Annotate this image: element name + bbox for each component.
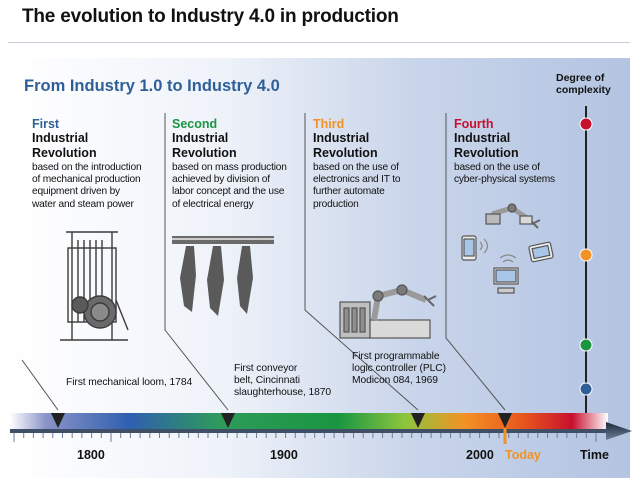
page-title: The evolution to Industry 4.0 in product… [22,6,399,27]
marker-1784 [51,413,65,428]
year-2000: 2000 [466,448,494,462]
cyber-physical-illustration [461,203,554,294]
time-axis-label: Time [580,448,609,462]
complexity-dot-third [579,248,593,262]
complexity-dot-first [579,382,593,396]
complexity-dot-fourth [579,117,593,131]
year-1900: 1900 [270,448,298,462]
timeline-ticks [13,433,597,442]
marker-today [498,413,512,428]
revolution-second: Second Industrial Revolution based on ma… [172,117,287,211]
complexity-dot-second [579,338,593,352]
today-label: Today [505,448,541,462]
revolution-third-title-line2: Revolution [313,146,378,160]
conveyor-illustration [172,236,274,316]
revolution-fourth: Fourth Industrial Revolution based on th… [454,117,555,186]
marker-1870 [221,413,235,428]
revolution-fourth-description: based on the use of cyber-physical syste… [454,162,555,186]
time-arrow [606,422,632,440]
pointer-line-2 [164,292,229,411]
loom-illustration [60,231,129,341]
revolution-third-ordinal: Third [313,117,345,131]
title-divider [8,42,630,43]
milestone-conveyor: First conveyor belt, Cincinnati slaughte… [234,363,332,398]
plc-robot-illustration [339,284,437,339]
revolution-second-title-line1: Industrial [172,131,229,145]
revolution-third: Third Industrial Revolution based on the… [313,117,401,211]
revolution-first-description: based on the introduction of mechanical … [32,162,142,210]
pointer-line-4 [445,292,506,411]
pointer-line-3 [304,292,419,411]
revolution-fourth-title-line1: Industrial [454,131,511,145]
revolution-second-ordinal: Second [172,117,218,131]
timeline-axis-bar [10,429,614,433]
timeline-gradient-bar [10,413,608,429]
revolution-second-title-line2: Revolution [172,146,237,160]
revolution-fourth-ordinal: Fourth [454,117,494,131]
revolution-first-title-line1: Industrial [32,131,89,145]
revolution-third-description: based on the use of electronics and IT t… [313,162,401,210]
year-1800: 1800 [77,448,105,462]
revolution-first: First Industrial Revolution based on the… [32,117,142,211]
complexity-axis-label: Degree of complexity [556,72,611,96]
revolution-second-description: based on mass production achieved by div… [172,162,287,210]
milestone-loom: First mechanical loom, 1784 [66,377,193,388]
pointer-line-1 [21,359,59,411]
revolution-first-title-line2: Revolution [32,146,97,160]
milestone-plc: First programmable logic controller (PLC… [352,351,446,386]
revolution-fourth-title-line2: Revolution [454,146,519,160]
revolution-first-ordinal: First [32,117,60,131]
diagram-subtitle: From Industry 1.0 to Industry 4.0 [24,77,280,95]
revolution-third-title-line1: Industrial [313,131,370,145]
marker-1969 [411,413,425,428]
